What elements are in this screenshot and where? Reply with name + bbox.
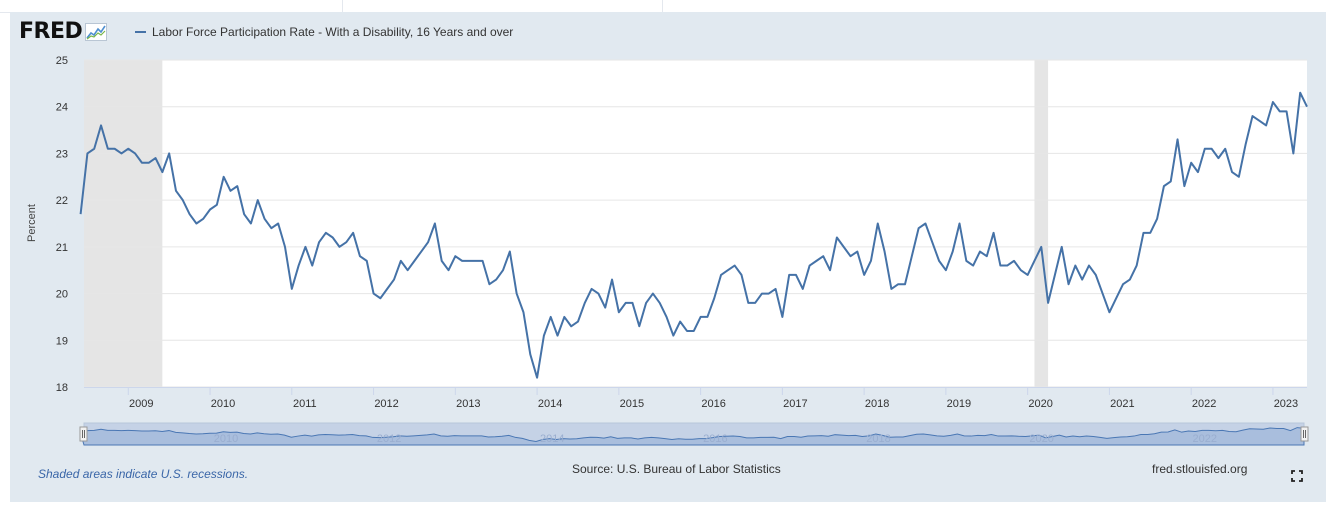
recession-band [84, 60, 163, 387]
x-tick-label: 2011 [293, 398, 317, 410]
line-graph-icon [85, 23, 108, 41]
plot-area [84, 60, 1307, 387]
fullscreen-icon[interactable] [1291, 470, 1303, 482]
y-tick-label: 22 [56, 195, 68, 207]
top-separator [342, 0, 343, 12]
navigator-label: 2010 [214, 433, 238, 445]
navigator-label: 2018 [866, 433, 890, 445]
top-separator [662, 0, 663, 12]
x-tick-label: 2010 [211, 398, 235, 410]
navigator-label: 2014 [540, 433, 564, 445]
navigator-label: 2012 [377, 433, 401, 445]
y-tick-label: 18 [56, 382, 68, 394]
y-tick-label: 24 [56, 102, 68, 114]
y-tick-label: 20 [56, 289, 68, 301]
y-tick-label: 21 [56, 242, 68, 254]
fred-logo[interactable]: FRED [19, 19, 108, 45]
right-gutter [1326, 12, 1337, 502]
x-tick-label: 2016 [701, 398, 725, 410]
range-navigator[interactable]: 2010 2012 2014 2016 2018 2020 2022 [79, 422, 1309, 446]
recession-band [1034, 60, 1049, 387]
x-tick-label: 2009 [129, 398, 153, 410]
x-tick-label: 2013 [456, 398, 480, 410]
navigator-series [79, 427, 1305, 446]
x-tick-label: 2012 [374, 398, 398, 410]
grid-layer [84, 59, 1307, 388]
x-tick-label: 2019 [947, 398, 971, 410]
x-tick-label: 2017 [783, 398, 807, 410]
x-tick-label: 2015 [620, 398, 644, 410]
recession-layer [84, 60, 1049, 387]
source-note: Source: U.S. Bureau of Labor Statistics [572, 462, 781, 476]
y-tick-label: 25 [56, 55, 68, 67]
y-tick-label: 23 [56, 148, 68, 160]
navigator-label: 2020 [1029, 433, 1053, 445]
legend-label: Labor Force Participation Rate - With a … [152, 25, 514, 39]
x-tick-label: 2014 [538, 398, 562, 410]
bottom-gutter [0, 502, 1337, 510]
legend-swatch [135, 31, 146, 33]
y-tick-label: 19 [56, 335, 68, 347]
navigator-handle[interactable] [79, 426, 88, 442]
x-tick-label: 2021 [1110, 398, 1134, 410]
x-tick-label: 2023 [1274, 398, 1298, 410]
series-layer [79, 91, 1308, 379]
navigator-label: 2022 [1193, 433, 1217, 445]
site-link[interactable]: fred.stlouisfed.org [1152, 462, 1248, 476]
series-line [79, 91, 1308, 379]
logo-text: FRED [19, 19, 83, 44]
y-axis-title: Percent [26, 204, 38, 242]
x-tick-label: 2022 [1192, 398, 1216, 410]
navigator-label: 2016 [703, 433, 727, 445]
x-tick-labels: 2009 2010 2011 2012 2013 2014 2015 2016 2017 2018… [127, 387, 1298, 410]
x-tick-label: 2020 [1028, 398, 1052, 410]
x-tick-label: 2018 [865, 398, 889, 410]
chart-legend: Labor Force Participation Rate - With a … [135, 23, 513, 41]
recession-note: Shaded areas indicate U.S. recessions. [38, 467, 249, 481]
y-tick-labels: 18 19 20 21 22 23 24 25 [56, 55, 68, 394]
navigator-handle[interactable] [1300, 426, 1309, 442]
